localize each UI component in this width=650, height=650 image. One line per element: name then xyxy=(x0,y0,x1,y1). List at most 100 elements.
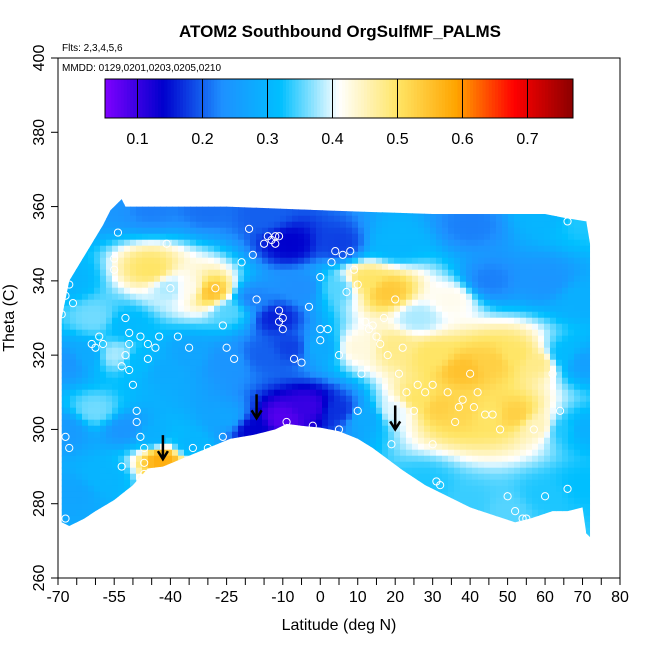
heatmap-cell xyxy=(472,311,479,319)
heatmap-cell xyxy=(346,192,353,199)
heatmap-cell xyxy=(178,257,185,265)
heatmap-cell xyxy=(556,371,563,379)
heatmap-cell xyxy=(382,527,389,535)
heatmap-cell xyxy=(556,335,563,343)
heatmap-cell xyxy=(508,209,515,217)
heatmap-cell xyxy=(298,365,305,373)
heatmap-cell xyxy=(328,491,335,499)
heatmap-cell xyxy=(520,317,527,325)
heatmap-cell xyxy=(388,365,395,373)
heatmap-cell xyxy=(370,239,377,247)
heatmap-cell xyxy=(124,455,131,463)
heatmap-cell xyxy=(478,401,485,409)
heatmap-cell xyxy=(220,329,227,337)
heatmap-cell xyxy=(466,377,473,385)
heatmap-cell xyxy=(352,335,359,343)
heatmap-cell xyxy=(436,407,443,415)
heatmap-cell xyxy=(262,515,269,523)
heatmap-cell xyxy=(88,293,95,301)
heatmap-cell xyxy=(454,251,461,259)
heatmap-cell xyxy=(208,227,215,235)
heatmap-cell xyxy=(532,533,539,538)
heatmap-cell xyxy=(496,425,503,433)
heatmap-cell xyxy=(292,503,299,511)
heatmap-cell xyxy=(436,287,443,295)
heatmap-cell xyxy=(160,299,167,307)
heatmap-cell xyxy=(280,287,287,295)
heatmap-cell xyxy=(160,467,167,475)
heatmap-cell xyxy=(562,199,569,205)
heatmap-cell xyxy=(76,473,83,481)
heatmap-cell xyxy=(388,203,395,211)
heatmap-cell xyxy=(484,497,491,505)
heatmap-cell xyxy=(544,527,551,535)
heatmap-cell xyxy=(544,425,551,433)
heatmap-cell xyxy=(382,497,389,505)
heatmap-cell xyxy=(544,407,551,415)
heatmap-cell xyxy=(100,245,107,253)
heatmap-cell xyxy=(322,227,329,235)
heatmap-cell xyxy=(406,479,413,487)
heatmap-cell xyxy=(154,509,161,517)
heatmap-cell xyxy=(286,383,293,391)
heatmap-cell xyxy=(112,335,119,343)
heatmap-cell xyxy=(400,263,407,271)
heatmap-cell xyxy=(148,199,155,205)
heatmap-cell xyxy=(94,371,101,379)
heatmap-cell xyxy=(256,275,263,283)
heatmap-cell xyxy=(76,401,83,409)
heatmap-cell xyxy=(298,413,305,421)
heatmap-cell xyxy=(538,257,545,265)
heatmap-cell xyxy=(400,275,407,283)
heatmap-cell xyxy=(340,395,347,403)
heatmap-cell xyxy=(256,359,263,367)
heatmap-cell xyxy=(82,353,89,361)
heatmap-cell xyxy=(304,215,311,223)
heatmap-cell xyxy=(274,527,281,535)
heatmap-cell xyxy=(232,317,239,325)
heatmap-cell xyxy=(436,371,443,379)
heatmap-cell xyxy=(454,215,461,223)
heatmap-cell xyxy=(76,209,83,217)
heatmap-cell xyxy=(526,395,533,403)
heatmap-cell xyxy=(268,269,275,277)
heatmap-cell xyxy=(70,491,77,499)
heatmap-cell xyxy=(316,305,323,313)
heatmap-cell xyxy=(220,311,227,319)
heatmap-cell xyxy=(268,413,275,421)
heatmap-cell xyxy=(472,209,479,217)
heatmap-cell xyxy=(460,275,467,283)
heatmap-cell xyxy=(112,239,119,247)
heatmap-cell xyxy=(106,199,113,205)
heatmap-cell xyxy=(214,431,221,439)
heatmap-cell xyxy=(508,287,515,295)
heatmap-cell xyxy=(160,365,167,373)
heatmap-cell xyxy=(562,371,569,379)
heatmap-cell xyxy=(70,329,77,337)
heatmap-cell xyxy=(484,521,491,529)
heatmap-cell xyxy=(232,341,239,349)
heatmap-cell xyxy=(328,221,335,229)
heatmap-cell xyxy=(538,359,545,367)
heatmap-cell xyxy=(112,467,119,475)
heatmap-cell xyxy=(502,521,509,529)
heatmap-cell xyxy=(244,509,251,517)
heatmap-cell xyxy=(448,413,455,421)
heatmap-cell xyxy=(304,245,311,253)
heatmap-cell xyxy=(118,419,125,427)
heatmap-cell xyxy=(274,377,281,385)
heatmap-cell xyxy=(472,443,479,451)
heatmap-cell xyxy=(286,389,293,397)
heatmap-cell xyxy=(352,527,359,535)
heatmap-cell xyxy=(352,329,359,337)
heatmap-cell xyxy=(190,359,197,367)
heatmap-cell xyxy=(304,311,311,319)
heatmap-cell xyxy=(424,199,431,205)
heatmap-cell xyxy=(154,503,161,511)
heatmap-cell xyxy=(472,413,479,421)
heatmap-cell xyxy=(262,377,269,385)
heatmap-cell xyxy=(466,473,473,481)
heatmap-cell xyxy=(256,281,263,289)
heatmap-cell xyxy=(406,275,413,283)
heatmap-cell xyxy=(190,443,197,451)
